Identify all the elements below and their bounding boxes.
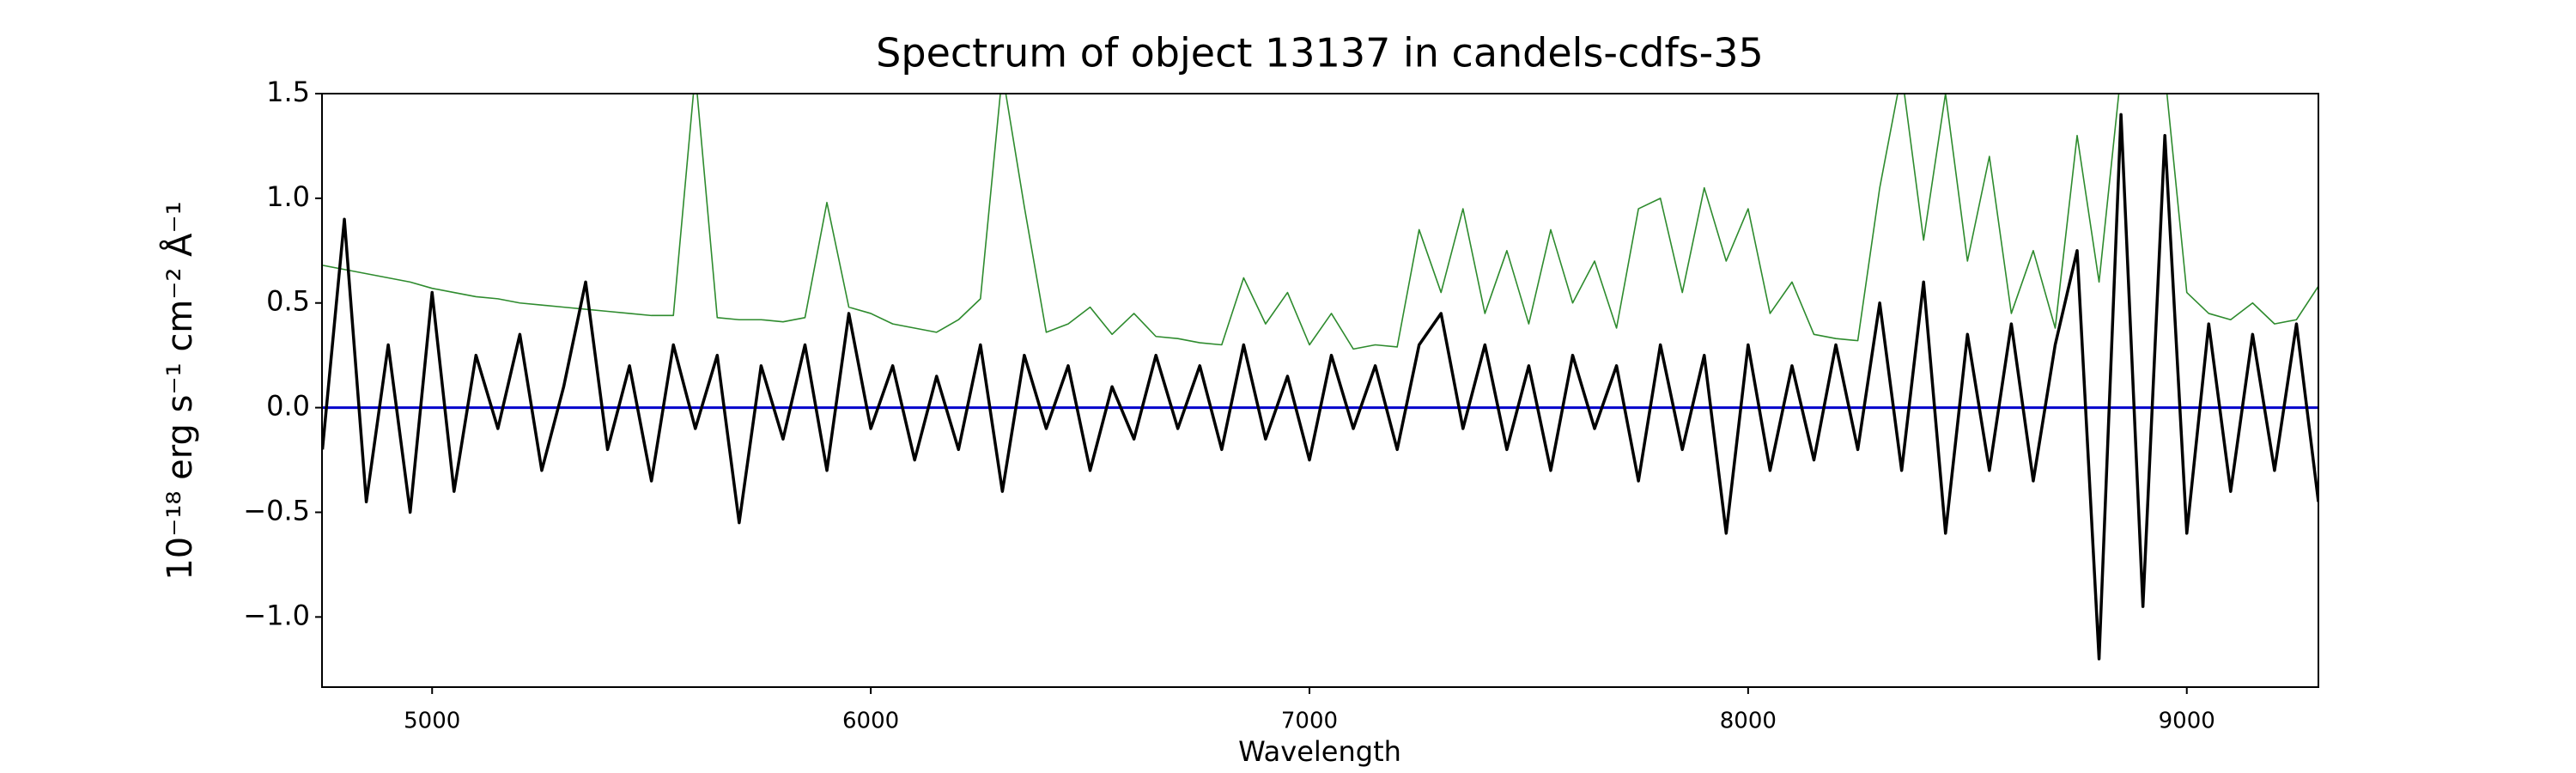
plot-area — [322, 94, 2318, 660]
x-axis-label: Wavelength — [1238, 735, 1401, 768]
x-tick-label: 7000 — [1281, 709, 1338, 734]
chart-title: Spectrum of object 13137 in candels-cdfs… — [876, 30, 1764, 76]
y-tick-label: −1.0 — [243, 599, 310, 631]
x-tick-label: 6000 — [842, 709, 899, 734]
y-tick-label: 0.0 — [266, 390, 310, 423]
data-line — [322, 113, 2318, 660]
x-tick-label: 9000 — [2159, 709, 2215, 734]
y-tick-label: −0.5 — [243, 494, 310, 526]
data-line — [322, 94, 2318, 350]
y-tick-label: 1.5 — [266, 76, 310, 108]
y-axis-label: 10⁻¹⁸ erg s⁻¹ cm⁻² Å⁻¹ — [159, 201, 200, 580]
y-tick-label: 1.0 — [266, 180, 310, 213]
y-tick-label: 0.5 — [266, 285, 310, 318]
axes-frame — [321, 93, 2319, 688]
x-tick-label: 5000 — [404, 709, 460, 734]
x-tick-label: 8000 — [1720, 709, 1777, 734]
